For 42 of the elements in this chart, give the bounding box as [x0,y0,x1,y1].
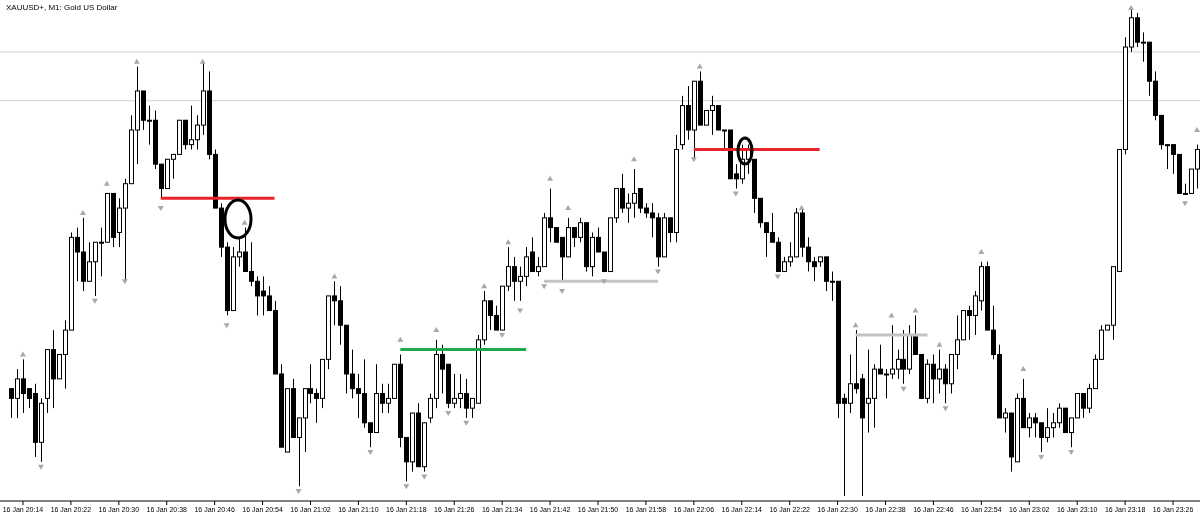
point [942,406,949,412]
point [565,205,572,211]
point [1020,366,1027,372]
point [499,332,506,338]
point [732,191,739,197]
point [505,239,512,245]
point [295,489,302,495]
point [852,322,859,328]
point [481,283,488,289]
point [1128,5,1135,10]
point [433,327,440,333]
point [547,175,554,181]
point [367,450,374,456]
point [912,307,919,313]
chart-title: XAUUSD+, M1: Gold US Dollar [6,3,118,12]
point [696,63,703,69]
point [103,180,110,186]
point [1038,454,1045,460]
point [690,157,697,163]
point [463,420,470,426]
point [445,411,452,417]
point [121,279,128,285]
point [223,323,230,329]
point [978,249,985,254]
point [1194,127,1200,132]
point [798,205,805,211]
point [91,298,98,304]
point [397,336,404,342]
point [403,484,410,490]
point [774,274,781,280]
point [79,209,86,215]
point [133,58,140,64]
point [1182,201,1189,207]
point [541,284,548,290]
point [157,206,164,212]
point [559,289,566,295]
point [199,58,206,64]
point [241,219,248,225]
point [601,279,607,285]
point [936,341,943,347]
point [421,474,428,480]
point [1068,450,1075,456]
